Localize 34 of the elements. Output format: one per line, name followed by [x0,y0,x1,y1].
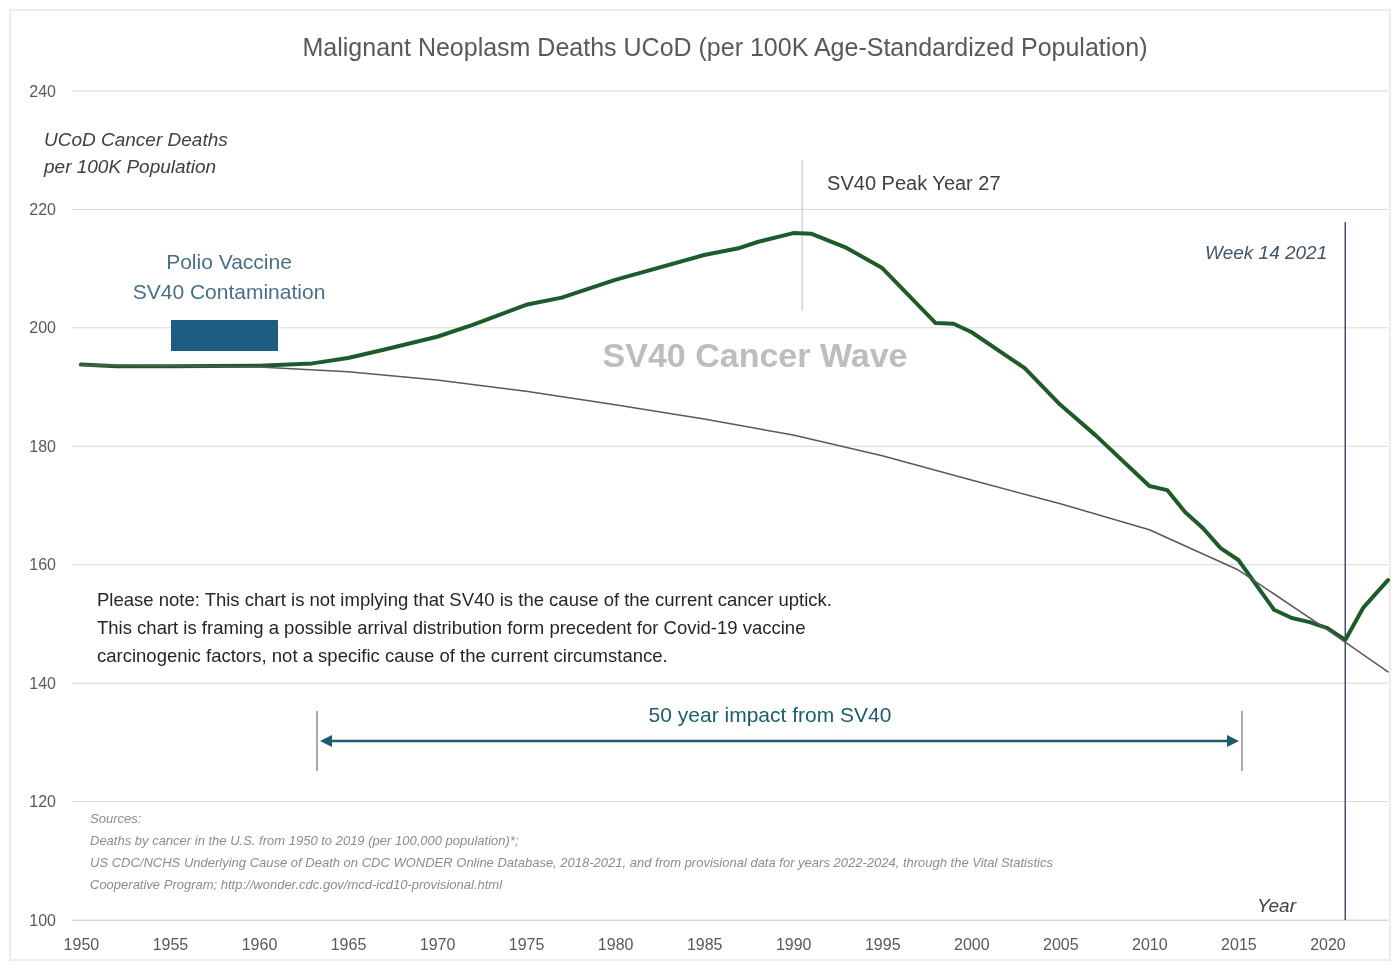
x-tick-label: 1970 [419,936,456,954]
x-tick-label: 1995 [864,936,901,954]
y-tick-label: 120 [29,793,57,811]
x-tick-label: 1960 [241,936,278,954]
y-tick-label: 220 [29,201,57,219]
y-axis-title: UCoD Cancer Deaths per 100K Population [43,129,229,177]
ref-line-label: SV40 Peak Year 27 [827,172,1001,194]
x-tick-label: 1955 [152,936,189,954]
y-tick-label: 160 [29,556,57,574]
chart-title: Malignant Neoplasm Deaths UCoD (per 100K Age-Standardized Population) [302,33,1148,61]
x-tick-label: 2000 [954,936,990,954]
x-tick-label: 2015 [1221,936,1257,954]
x-tick-label: 1985 [686,936,723,954]
line-series [78,231,1390,642]
y-tick-label: 200 [29,319,57,337]
annotation: 50 year impact from SV40 [648,703,892,726]
x-tick-label: 1950 [63,936,100,954]
ref-line-label: Week 14 2021 [1205,242,1328,263]
x-tick-label: 1965 [330,936,367,954]
x-tick-label: 2005 [1043,936,1079,954]
x-tick-label: 2010 [1132,936,1168,954]
x-tick-label: 1990 [775,936,812,954]
y-tick-label: 240 [29,82,57,100]
annotation: Sources: Deaths by cancer in the U.S. from 1950 to 2019 (per 100,000 population)*; US CDC/NCHS Underlying Cause of Death on CDC WONDER Online Database, 2018-2021, and from provisional data for years 2022-2024, through the Vital Statistics Cooperative Program; http://wonder.cdc.gov/mcd-icd10-provisional.html [90,811,1054,892]
x-tick-label: 2020 [1310,936,1346,954]
x-tick-label: 1975 [508,936,545,954]
x-axis-title: Year [1256,895,1297,916]
y-tick-label: 100 [29,911,57,929]
x-tick-label: 1980 [597,936,634,954]
annotation: Polio Vaccine SV40 Contamination [132,250,326,303]
annotation: SV40 Cancer Wave [602,336,908,374]
y-tick-label: 140 [29,674,57,692]
annotation: Please note: This chart is not implying that SV40 is the cause of the current cancer uptick. This chart is framing a possible arrival distribution form precedent for Covid-19 vaccine carcinogenic factors, not a specific cause of the current circumstance. [97,589,832,666]
y-tick-label: 180 [29,437,57,455]
